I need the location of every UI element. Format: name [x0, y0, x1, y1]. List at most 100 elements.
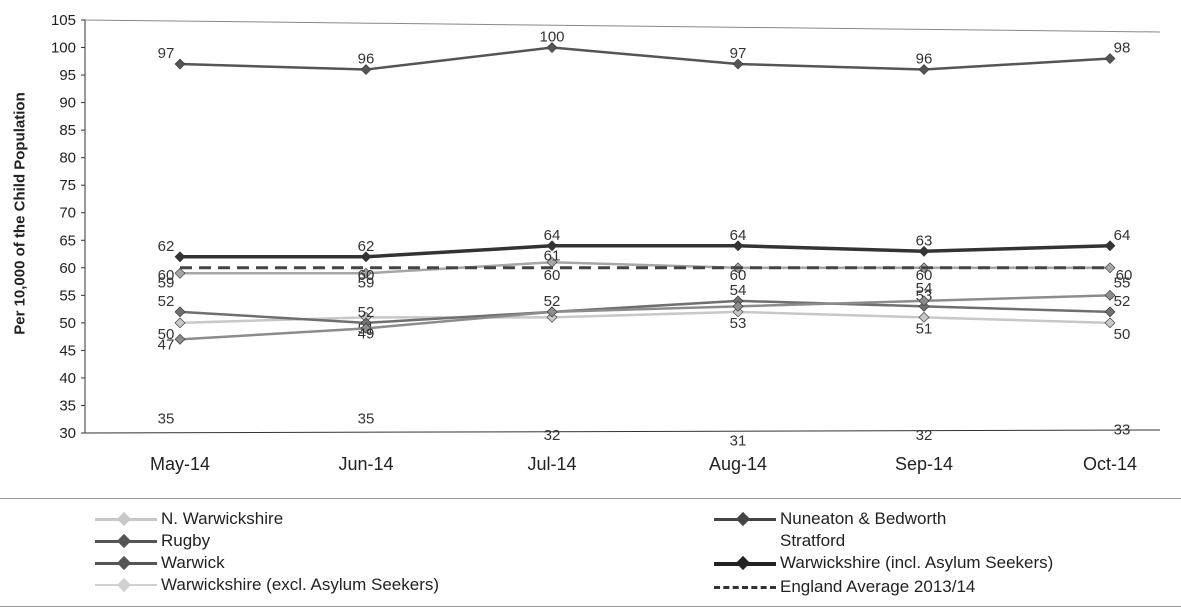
data-point: [732, 300, 744, 312]
data-label: 64: [730, 227, 747, 244]
data-label: 35: [158, 410, 175, 427]
legend-label-warwickshire-incl: Warwickshire (incl. Asylum Seekers): [780, 553, 1054, 572]
data-point: [546, 240, 558, 252]
data-label: 61: [544, 247, 561, 264]
y-tick-label: 45: [59, 342, 76, 359]
data-label: 47: [158, 336, 175, 353]
data-point: [918, 311, 930, 323]
data-label: 60: [358, 267, 375, 284]
data-point: [546, 42, 558, 53]
legend-swatch-rugby: [95, 533, 157, 549]
series-line: [179, 46, 1111, 71]
legend-label-n-warwickshire: N. Warwickshire: [161, 509, 284, 528]
data-label: 50: [158, 326, 175, 343]
data-point: [1104, 240, 1116, 252]
data-point: [732, 240, 744, 252]
data-label: 54: [916, 280, 933, 297]
data-label: 59: [358, 274, 375, 291]
data-label: 97: [730, 45, 747, 62]
data-point: [732, 306, 744, 318]
legend-label-england-average: England Average 2013/14: [780, 577, 976, 596]
data-label: 96: [358, 51, 375, 68]
data-point: [174, 58, 186, 70]
data-point: [1104, 53, 1116, 64]
y-tick-label: 105: [51, 12, 76, 29]
data-label: 49: [358, 325, 375, 342]
data-label: 31: [730, 432, 747, 449]
data-point: [360, 64, 372, 75]
data-label: 64: [1114, 227, 1131, 244]
legend-item-warwick: Warwick: [95, 553, 225, 573]
data-point: [732, 58, 744, 70]
data-label: 35: [358, 410, 375, 427]
legend-swatch-warwickshire-excl: [95, 577, 157, 593]
data-point: [546, 311, 558, 323]
data-point: [918, 295, 930, 307]
plot-top-border: [84, 19, 1161, 33]
data-label: 51: [916, 320, 933, 337]
data-label: 52: [1114, 293, 1131, 310]
data-point: [918, 245, 930, 257]
legend-item-n-warwickshire: N. Warwickshire: [95, 509, 283, 529]
y-tick-label: 35: [59, 397, 76, 414]
legend-top-rule: [0, 498, 1181, 499]
series-line: [179, 299, 1111, 325]
data-point: [174, 317, 186, 329]
data-point: [360, 322, 372, 334]
y-tick-label: 75: [59, 177, 76, 194]
legend-item-england-average: England Average 2013/14: [714, 577, 975, 597]
data-label: 98: [1114, 40, 1131, 57]
y-tick-label: 95: [59, 67, 76, 84]
x-axis-line: [84, 429, 1161, 434]
legend-label-warwick: Warwick: [161, 553, 225, 572]
data-point: [1104, 317, 1116, 329]
legend-label-nuneaton-bedworth: Nuneaton & Bedworth: [780, 509, 947, 528]
x-tick-label: Aug-14: [709, 454, 767, 474]
legend-swatch-warwick: [95, 555, 157, 571]
legend-item-nuneaton-bedworth: Nuneaton & Bedworth: [714, 509, 946, 529]
legend-swatch-england-average: [714, 579, 776, 595]
data-point: [174, 251, 186, 263]
chart-area: Per 10,000 of the Child Population 30 35 4…: [12, 12, 1161, 474]
data-point: [360, 267, 372, 279]
y-tick-label: 85: [59, 122, 76, 139]
legend-swatch-warwickshire-incl: [714, 555, 776, 571]
data-label: 53: [730, 315, 747, 332]
data-point: [1104, 262, 1116, 274]
data-label: 97: [158, 45, 175, 62]
line-chart: 3035404550556065707580859095100105May-14…: [51, 12, 1161, 474]
y-tick-label: 60: [59, 260, 76, 277]
data-point: [174, 333, 186, 345]
data-label: 60: [730, 267, 747, 284]
data-label: 52: [158, 293, 175, 310]
y-tick-label: 70: [59, 205, 76, 222]
data-label: 60: [158, 267, 175, 284]
data-label: 60: [916, 267, 933, 284]
x-tick-label: Jun-14: [338, 454, 393, 474]
y-tick-label: 80: [59, 150, 76, 167]
legend-label-warwickshire-excl: Warwickshire (excl. Asylum Seekers): [161, 575, 440, 594]
data-label: 59: [158, 274, 175, 291]
x-tick-label: Oct-14: [1083, 454, 1137, 474]
data-label: 96: [916, 51, 933, 68]
y-tick-label: 65: [59, 232, 76, 249]
legend-item-warwickshire-incl: Warwickshire (incl. Asylum Seekers): [714, 553, 1053, 573]
series-line: [179, 294, 1111, 341]
data-label: 64: [544, 227, 561, 244]
legend-item-stratford: Stratford: [780, 531, 845, 551]
series-line: [180, 244, 1111, 259]
legend: N. Warwickshire Rugby Warwick Warwickshi…: [0, 505, 1181, 607]
y-tick-label: 55: [59, 287, 76, 304]
data-label: 63: [916, 232, 933, 249]
data-label: 50: [1114, 326, 1131, 343]
x-tick-label: Jul-14: [527, 454, 576, 474]
legend-swatch-n-warwickshire: [95, 511, 157, 527]
data-point: [1104, 289, 1116, 301]
data-label: 62: [158, 238, 175, 255]
y-tick-label: 40: [59, 370, 76, 387]
data-label: 32: [544, 427, 561, 444]
data-label: 52: [544, 293, 561, 310]
legend-item-rugby: Rugby: [95, 531, 210, 551]
legend-label-rugby: Rugby: [161, 531, 211, 550]
data-point: [1104, 306, 1116, 318]
